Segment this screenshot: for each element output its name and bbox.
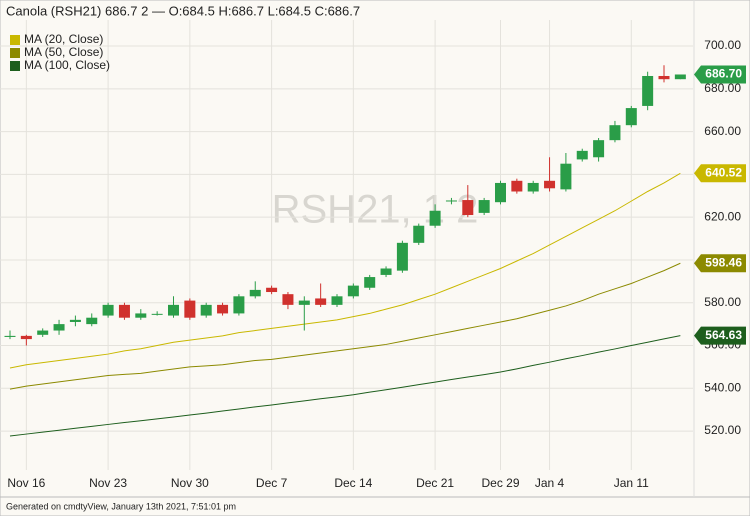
candle-body	[527, 182, 539, 192]
candle-body	[478, 200, 490, 213]
last-value-label-box	[694, 326, 746, 345]
candle-body	[315, 298, 327, 305]
last-value-label: 640.52	[705, 165, 742, 179]
candle-body	[347, 285, 359, 297]
candle-body	[266, 287, 278, 293]
candle-body	[37, 330, 49, 335]
last-price-label-box	[694, 65, 746, 84]
candle-body	[233, 296, 245, 314]
candle-body	[331, 296, 343, 305]
candle-body	[576, 150, 588, 160]
candle-body	[69, 319, 81, 322]
candle-body	[593, 140, 605, 158]
candle-body	[298, 300, 310, 305]
candle-body	[217, 304, 229, 314]
ma-line	[9, 172, 681, 369]
legend-swatch	[10, 48, 20, 58]
candle-body	[249, 289, 261, 297]
candle-body	[625, 108, 637, 126]
candle-body	[658, 75, 670, 80]
last-value-label-box	[694, 164, 746, 183]
ma-line	[9, 262, 681, 390]
y-tick-label: 620.00	[704, 209, 741, 223]
legend-label: MA (20, Close)	[24, 32, 103, 46]
legend-label: MA (100, Close)	[24, 58, 110, 72]
y-tick-label: 700.00	[704, 38, 741, 52]
candle-body	[135, 313, 147, 318]
candle-body	[429, 210, 441, 226]
candle-body	[380, 268, 392, 275]
candle-body	[560, 163, 572, 190]
candle-body	[364, 277, 376, 288]
watermark: RSH21, 1 2	[272, 188, 479, 232]
candle-body	[396, 242, 408, 271]
last-price-label: 686.70	[705, 67, 742, 81]
candle-body	[151, 313, 163, 315]
x-tick-label: Jan 4	[535, 476, 565, 490]
candle-body	[495, 182, 506, 203]
x-tick-label: Dec 7	[256, 476, 288, 490]
footer: Generated on cmdtyView, January 13th 202…	[6, 501, 236, 511]
candle-body	[445, 200, 457, 202]
legend-swatch	[10, 61, 20, 71]
candle-body	[674, 74, 686, 80]
candle-body	[86, 317, 98, 325]
candle-body	[168, 304, 179, 316]
x-tick-label: Nov 16	[7, 476, 45, 490]
x-tick-label: Nov 30	[171, 476, 209, 490]
x-tick-label: Jan 11	[614, 476, 649, 490]
y-tick-label: 540.00	[704, 380, 741, 394]
x-tick-label: Nov 23	[89, 476, 127, 490]
candle-body	[282, 294, 294, 305]
candle-body	[200, 304, 212, 316]
candle-body	[642, 75, 654, 106]
legend-label: MA (50, Close)	[24, 45, 103, 59]
candle-body	[102, 304, 114, 316]
y-tick-label: 680.00	[704, 81, 741, 95]
ma-line	[9, 335, 681, 437]
x-tick-label: Dec 21	[416, 476, 454, 490]
last-value-label: 564.63	[705, 328, 742, 342]
y-tick-label: 660.00	[704, 124, 741, 138]
candle-body	[20, 335, 32, 340]
x-tick-label: Dec 29	[481, 476, 519, 490]
candle-body	[609, 125, 621, 141]
candle-body	[184, 300, 196, 318]
candle-body	[511, 180, 523, 192]
x-tick-label: Dec 14	[334, 476, 372, 490]
last-value-label: 598.46	[705, 255, 742, 269]
chart-title: Canola (RSH21) 686.7 2 — O:684.5 H:686.7…	[6, 3, 360, 18]
candle-body	[118, 304, 130, 318]
candle-body	[544, 180, 556, 189]
y-tick-label: 580.00	[704, 295, 741, 309]
candle-body	[413, 225, 425, 243]
candle-body	[53, 324, 65, 331]
last-value-label-box	[694, 254, 746, 273]
candle-body	[462, 200, 474, 216]
candle-body	[4, 335, 16, 337]
y-tick-label: 520.00	[704, 423, 741, 437]
legend-swatch	[10, 35, 20, 45]
